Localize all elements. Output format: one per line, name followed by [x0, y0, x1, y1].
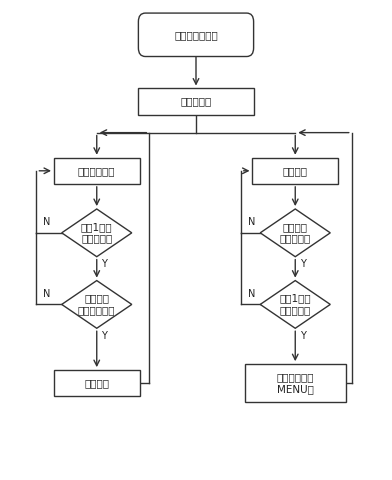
Text: 解析数据: 解析数据 [84, 378, 109, 388]
Text: Y: Y [300, 331, 306, 341]
Text: 初始化界面: 初始化界面 [180, 96, 212, 107]
Text: N: N [248, 288, 255, 299]
FancyBboxPatch shape [252, 157, 338, 184]
FancyBboxPatch shape [245, 364, 346, 402]
Text: 系统资源初始化: 系统资源初始化 [174, 30, 218, 40]
Text: Y: Y [300, 259, 306, 269]
FancyBboxPatch shape [138, 88, 254, 115]
Text: 按键处理得到
MENU值: 按键处理得到 MENU值 [276, 372, 314, 394]
FancyBboxPatch shape [54, 370, 140, 396]
Text: N: N [44, 217, 51, 227]
FancyBboxPatch shape [54, 157, 140, 184]
FancyBboxPatch shape [138, 13, 254, 57]
Text: N: N [248, 217, 255, 227]
Text: 显示罗盘坐标: 显示罗盘坐标 [78, 166, 116, 176]
Text: 菜单处理: 菜单处理 [283, 166, 308, 176]
Polygon shape [62, 209, 132, 257]
Text: 串口1是否
接收到数据: 串口1是否 接收到数据 [279, 294, 311, 315]
Polygon shape [260, 281, 330, 328]
Text: Y: Y [102, 331, 107, 341]
Text: 扫描是否
有按键按下: 扫描是否 有按键按下 [279, 222, 311, 244]
Text: N: N [44, 288, 51, 299]
Polygon shape [260, 209, 330, 257]
Text: 串口1是否
接收到数据: 串口1是否 接收到数据 [81, 222, 113, 244]
Text: 接收到的
数据是否无误: 接收到的 数据是否无误 [78, 294, 116, 315]
Text: Y: Y [102, 259, 107, 269]
Polygon shape [62, 281, 132, 328]
